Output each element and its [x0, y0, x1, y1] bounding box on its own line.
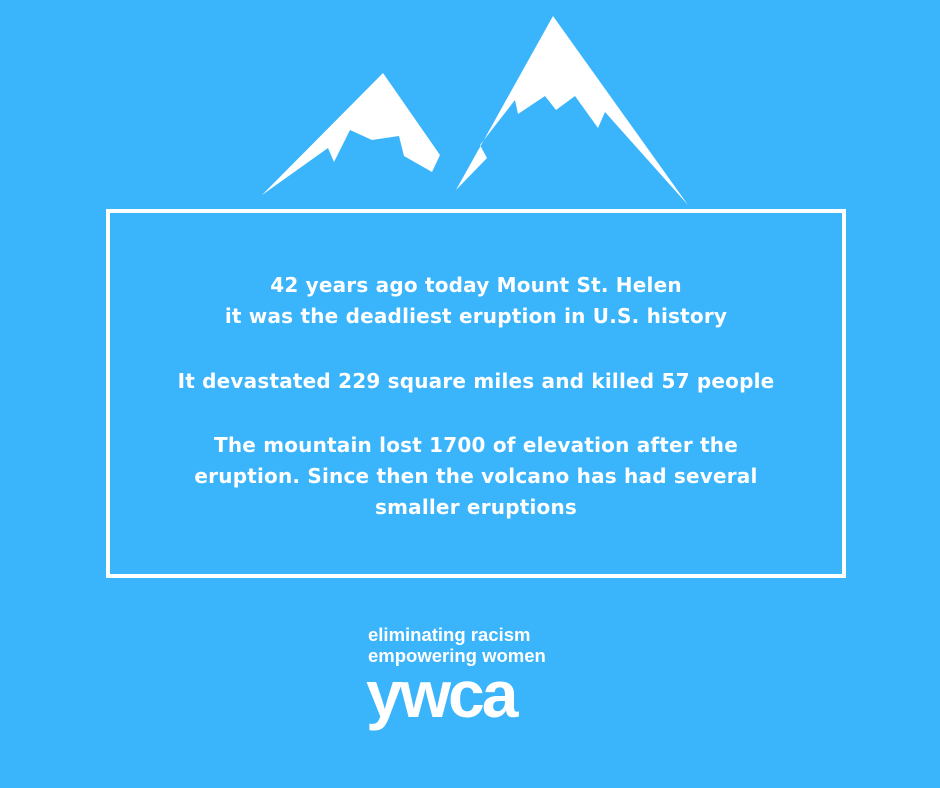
info-line-5: eruption. Since then the volcano has had… [194, 464, 758, 488]
info-damage: It devastated 229 square miles and kille… [110, 366, 842, 397]
ywca-logo: ywca [366, 657, 518, 731]
info-line-1: 42 years ago today Mount St. Helen [270, 273, 682, 297]
info-line-2: it was the deadliest eruption in U.S. hi… [224, 304, 728, 328]
info-line-4: The mountain lost 1700 of elevation afte… [213, 433, 739, 457]
ywca-tagline: eliminating racism empowering women [368, 624, 546, 666]
left-mountain-peak [262, 73, 440, 195]
info-line-6: smaller eruptions [374, 495, 578, 519]
snow-capped-mountains-icon [262, 16, 688, 205]
tagline-line-2: empowering women [368, 645, 546, 666]
info-box: 42 years ago today Mount St. Helen it wa… [106, 209, 846, 578]
right-mountain-peak [456, 16, 688, 205]
tagline-line-1: eliminating racism [368, 624, 531, 645]
info-headline: 42 years ago today Mount St. Helen it wa… [110, 270, 842, 332]
info-line-3: It devastated 229 square miles and kille… [177, 369, 775, 393]
info-elevation: The mountain lost 1700 of elevation afte… [110, 430, 842, 523]
